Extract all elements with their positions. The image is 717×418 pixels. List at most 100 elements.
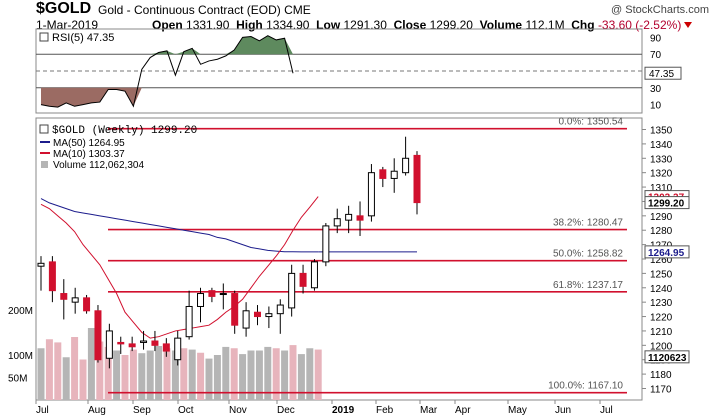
candle-body	[379, 169, 387, 179]
volume-bar	[188, 349, 196, 400]
x-tick-label: 2019	[332, 405, 355, 416]
price-tick-label: 1290	[650, 212, 673, 223]
price-tick-label: 1350	[650, 126, 673, 137]
candle-body	[242, 310, 250, 329]
candle-body	[208, 290, 216, 297]
candle-body	[402, 157, 410, 174]
legend-symbol-icon	[39, 124, 49, 134]
last-close-tag: 1299.20	[648, 199, 685, 210]
rsi-last-value: 47.35	[649, 69, 674, 80]
rsi-title: RSI(5) 47.35	[52, 32, 114, 44]
price-tick-label: 1340	[650, 140, 673, 151]
price-tick-label: 1210	[650, 327, 673, 338]
volume-bar	[79, 359, 87, 400]
x-tick-label: May	[508, 405, 527, 416]
x-tick-label: Feb	[376, 405, 394, 416]
x-tick-label: Apr	[455, 405, 471, 416]
rsi-layer: 907050301047.35	[36, 33, 682, 112]
x-tick-label: Aug	[88, 405, 106, 416]
volume-bar	[163, 348, 171, 400]
volume-bar	[104, 346, 112, 400]
copyright-link[interactable]: @ StockCharts.com	[611, 4, 709, 16]
legend-volume-swatch	[41, 161, 48, 168]
volume-bar	[87, 328, 95, 400]
candle-body	[299, 272, 307, 287]
price-tick-label: 1280	[650, 226, 673, 237]
price-legend: $GOLD (Weekly) 1299.20 MA(50) 1264.95 MA…	[39, 124, 197, 171]
fib-label: 38.2%: 1280.47	[553, 218, 623, 229]
volume-bar	[281, 350, 289, 400]
price-tick-label: 1330	[650, 154, 673, 165]
volume-bar	[264, 346, 272, 400]
price-tick-label: 1180	[650, 370, 672, 381]
candle-body	[71, 297, 79, 303]
candle-body	[356, 215, 364, 221]
volume-bar	[121, 355, 129, 400]
fib-label: 0.0%: 1350.54	[559, 117, 624, 128]
candle-body	[117, 341, 125, 345]
volume-bar	[146, 350, 154, 400]
candle-body	[288, 272, 296, 309]
candle-body	[413, 154, 421, 204]
candle-body	[219, 293, 227, 296]
candle-body	[253, 311, 261, 318]
volume-bar	[289, 345, 297, 400]
volume-bar	[171, 350, 179, 400]
candle-body	[197, 293, 205, 307]
volume-bar	[155, 346, 163, 400]
ma10-line	[40, 196, 319, 339]
rsi-tick-label: 70	[650, 50, 662, 61]
volume-bar	[272, 348, 280, 400]
ma50-value-tag: 1264.95	[648, 248, 685, 259]
price-tick-label: 1250	[650, 269, 673, 280]
x-tick-label: Jul	[600, 405, 613, 416]
volume-bar	[54, 342, 62, 400]
candle-body	[345, 213, 353, 221]
volume-bar	[129, 349, 137, 400]
candle-body	[105, 330, 113, 359]
volume-bar	[197, 352, 205, 400]
candle-body	[37, 262, 45, 267]
candle-body	[60, 293, 68, 300]
rsi-oversold-fill	[41, 87, 293, 108]
candle-body	[367, 172, 375, 217]
price-tick-label: 1310	[650, 183, 673, 194]
price-tick-label: 1230	[650, 298, 673, 309]
rsi-last-value-tag	[644, 66, 682, 80]
volume-tick-label: 200M	[8, 306, 33, 317]
candle-body	[231, 293, 239, 326]
down-arrow-icon	[684, 22, 693, 28]
ma50-line	[40, 198, 319, 253]
volume-bar	[222, 346, 230, 400]
instrument-name: Gold - Continuous Contract (EOD) CME	[98, 3, 311, 17]
price-tick-label: 1240	[650, 284, 673, 295]
volume-bar	[297, 354, 305, 400]
rsi-title-icon	[39, 32, 49, 42]
volume-bar	[62, 357, 70, 400]
price-layer: 0.0%: 1350.54 38.2%: 1280.47 50.0%: 1258.8…	[8, 117, 690, 416]
rsi-tick-label: 30	[650, 84, 662, 95]
candle-body	[310, 261, 318, 289]
candle-body	[390, 170, 398, 179]
candle-body	[94, 310, 102, 361]
exchange-name: CME	[284, 3, 311, 17]
symbol-title: $GOLD	[36, 0, 92, 17]
legend-volume: Volume 112,062,304	[53, 160, 144, 171]
candle-body	[185, 305, 193, 338]
volume-bar	[37, 348, 45, 400]
legend-ma10: MA(10) 1303.37	[53, 149, 125, 160]
candle-body	[174, 337, 182, 361]
price-tick-label: 1170	[650, 384, 672, 395]
candle-body	[128, 343, 136, 348]
volume-bar	[314, 349, 322, 400]
rsi-overbought-fill	[41, 35, 293, 55]
legend-ma50: MA(50) 1264.95	[53, 138, 125, 149]
fib-label: 61.8%: 1237.17	[553, 280, 623, 291]
volume-bar	[45, 339, 53, 400]
candle-body	[322, 225, 330, 263]
ma50-value-tag-box	[644, 245, 690, 259]
rsi-tick-label: 10	[650, 101, 662, 112]
volume-bar	[205, 358, 213, 400]
candle-body	[162, 343, 170, 352]
